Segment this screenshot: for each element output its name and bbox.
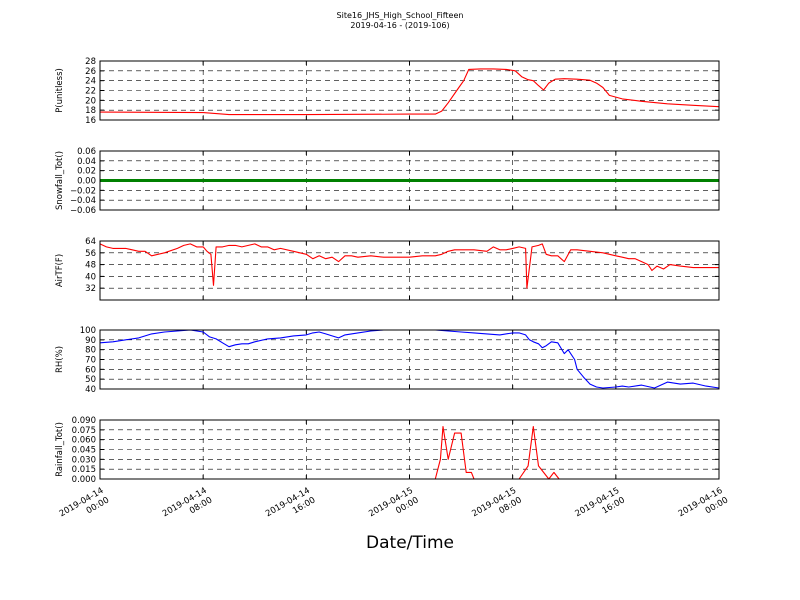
plot-frame xyxy=(99,329,720,390)
y-axis-label: RH(%) xyxy=(55,346,65,373)
y-tick-label: 50 xyxy=(85,375,96,385)
y-tick-label: 64 xyxy=(85,237,96,247)
y-tick-label: 20 xyxy=(85,96,96,106)
series-line xyxy=(99,68,720,116)
y-tick-label: 0.045 xyxy=(72,446,96,456)
y-tick-label: 0.030 xyxy=(72,455,96,465)
y-tick-label: 56 xyxy=(85,249,96,259)
y-tick-label: 60 xyxy=(85,365,96,375)
y-axis-label: P(unitless) xyxy=(55,68,65,113)
y-tick-label: 0.000 xyxy=(72,475,96,485)
y-tick-label: −0.04 xyxy=(70,196,96,206)
y-tick-label: 80 xyxy=(85,346,96,356)
y-tick-label: 40 xyxy=(85,385,96,395)
y-tick-label: 0.06 xyxy=(77,147,96,157)
y-tick-label: 16 xyxy=(85,116,96,126)
y-tick-label: 100 xyxy=(80,326,96,336)
y-tick-label: 70 xyxy=(85,356,96,366)
y-tick-label: 90 xyxy=(85,336,96,346)
y-tick-label: 0.060 xyxy=(72,436,96,446)
y-tick-label: 22 xyxy=(85,87,96,97)
chart-subtitle: 2019-04-16 - (2019-106) xyxy=(350,21,450,30)
y-tick-label: 0.04 xyxy=(77,157,96,167)
y-axis-label: Rainfall_Tot() xyxy=(55,422,65,477)
panel-2: −0.06−0.04−0.020.000.020.040.06 Snowfall_… xyxy=(55,147,720,216)
y-tick-label: 0.015 xyxy=(72,465,96,475)
series-line xyxy=(99,243,719,289)
y-tick-label: 40 xyxy=(85,272,96,282)
y-tick-label: 32 xyxy=(85,284,96,294)
y-tick-label: 0.02 xyxy=(77,167,96,177)
y-tick-label: 0.075 xyxy=(72,426,96,436)
plot-frame xyxy=(99,240,720,301)
y-tick-label: 0.00 xyxy=(77,177,96,187)
series-line xyxy=(100,426,719,480)
series-line xyxy=(99,329,720,389)
y-tick-label: 28 xyxy=(85,57,96,67)
y-tick-label: 0.090 xyxy=(72,416,96,426)
y-axis-label: AirTF(F) xyxy=(55,254,65,287)
chart-title: Site16_JHS_High_School_Fifteen xyxy=(336,11,464,20)
plot-frame xyxy=(99,60,720,121)
plot-frame xyxy=(99,150,720,211)
y-tick-label: 26 xyxy=(85,67,96,77)
y-tick-label: 24 xyxy=(85,77,96,87)
y-axis-label: Snowfall_Tot() xyxy=(55,151,65,210)
x-axis-label: Date/Time xyxy=(366,533,454,553)
y-tick-label: −0.06 xyxy=(70,206,96,216)
y-tick-label: −0.02 xyxy=(70,186,96,196)
y-tick-label: 48 xyxy=(85,261,96,271)
plot-frame xyxy=(99,419,720,480)
y-tick-label: 18 xyxy=(85,106,96,116)
